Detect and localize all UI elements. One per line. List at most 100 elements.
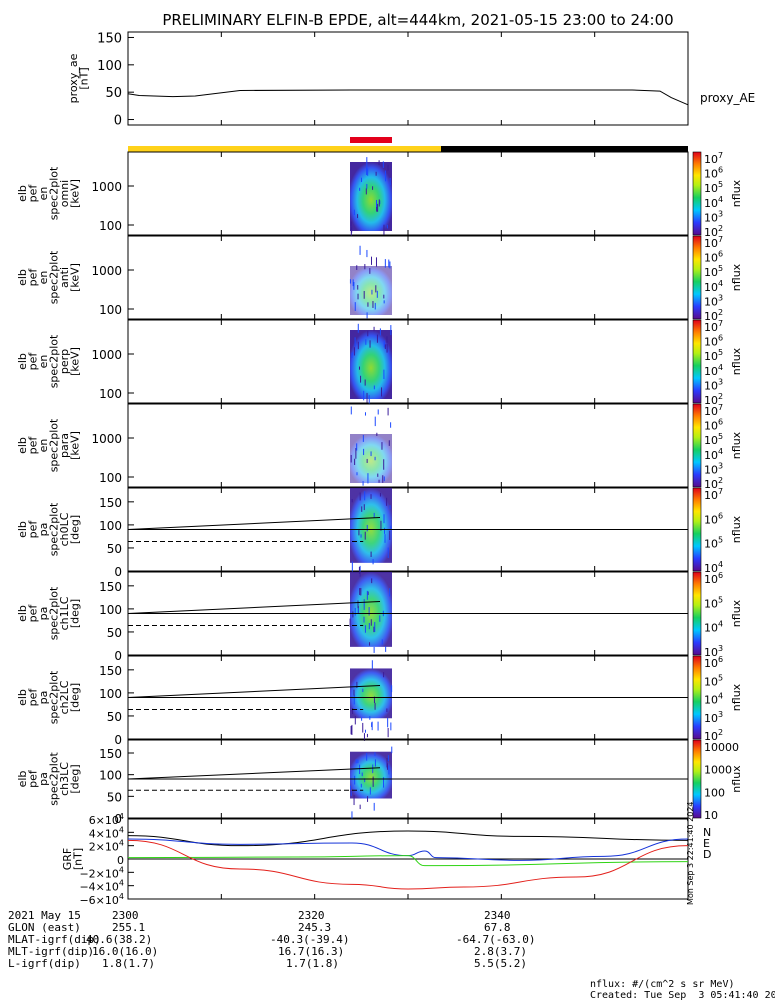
spectrogram-panel-frame <box>127 235 689 320</box>
colorbar-tick-label: 107 <box>704 487 723 502</box>
created-note: Created: Tue Sep 3 05:41:40 2024 <box>590 990 775 1001</box>
colorbar-label: nflux <box>730 765 743 793</box>
colorbar-tick-label: 104 <box>704 560 723 575</box>
colorbar-label-text: nflux <box>730 431 743 459</box>
y-tick-label: 100 <box>99 219 122 233</box>
spectrogram-data <box>350 571 392 647</box>
grf-d-line <box>127 839 689 890</box>
y-axis-label-line: pef <box>26 268 39 287</box>
colorbar-tick-label: 10 <box>704 809 718 822</box>
y-axis-label-line: pa <box>37 772 50 786</box>
y-tick-label: 100 <box>99 471 122 485</box>
footer-glon-3: 67.8 <box>484 921 511 934</box>
colorbar-tick-label: 106 <box>704 334 723 349</box>
y-tick-label: 1000 <box>91 180 122 194</box>
y-axis-label-line: spec2plot <box>47 586 60 640</box>
colorbar-label-text: nflux <box>730 599 743 627</box>
footer-mlat-1: 40.6(38.2) <box>86 933 153 946</box>
colorbar-tick-label: 1000 <box>704 764 732 777</box>
y-axis-label-line: elb <box>16 689 29 706</box>
grf-legend-e: E <box>703 837 710 850</box>
y-axis-label-line: pa <box>37 691 50 705</box>
y-axis-label-line: [deg] <box>68 683 81 712</box>
colorbar-tick-label: 106 <box>704 166 723 181</box>
y-axis-label-line: perp <box>58 349 71 374</box>
colorbar-tick-label: 103 <box>704 710 723 725</box>
colorbar-tick-label: 105 <box>704 673 723 688</box>
y-axis-label-line: elb <box>16 605 29 622</box>
colorbar-tick-label: 104 <box>704 363 723 378</box>
y-tick-label: 100 <box>99 519 122 533</box>
colorbar-tick-label: 107 <box>704 403 723 418</box>
y-axis-label-line: ch1LC <box>58 596 71 630</box>
colorbar-tick-label: 102 <box>704 476 723 491</box>
y-axis-label-line: spec2plot <box>47 334 60 388</box>
y-tick-label: 1000 <box>91 348 122 362</box>
spectrogram-data <box>350 266 392 315</box>
footer-row-label-l: L-igrf(dip) <box>8 957 81 970</box>
plot-title: PRELIMINARY ELFIN-B EPDE, alt=444km, 202… <box>162 11 673 29</box>
y-axis-label-line: spec2plot <box>47 670 60 724</box>
colorbar-tick-label: 103 <box>704 461 723 476</box>
colorbar-label: nflux <box>730 179 743 207</box>
y-axis-label-line: pef <box>26 520 39 539</box>
y-tick-label: 150 <box>99 747 122 761</box>
colorbar-tick-label: 10000 <box>704 741 739 754</box>
y-tick-label: 150 <box>99 496 122 510</box>
spectrogram-data <box>350 330 392 399</box>
colorbar-tick-label: 104 <box>704 692 723 707</box>
colorbar-label: nflux <box>730 599 743 627</box>
y-axis-label-line: omni <box>58 180 71 207</box>
y-axis-label-line: spec2plot <box>47 166 60 220</box>
colorbar <box>692 319 702 404</box>
y-axis-label-line: [deg] <box>68 764 81 793</box>
y-axis-label-line: [nT] <box>71 848 84 870</box>
colorbar-tick-label: 102 <box>704 308 723 323</box>
spectrogram-panel-frame <box>127 319 689 404</box>
y-tick-label: 50 <box>107 790 122 804</box>
y-tick-label: −2×104 <box>79 865 124 880</box>
y-axis-label-line: en <box>37 355 50 369</box>
y-tick-label: 1000 <box>91 264 122 278</box>
loss-cone-line <box>127 601 381 614</box>
y-tick-label: 150 <box>99 580 122 594</box>
units-note: nflux: #/(cm^2 s sr MeV) <box>590 979 735 990</box>
colorbar-label-text: nflux <box>730 765 743 793</box>
y-tick-label: 50 <box>105 86 122 101</box>
colorbar-tick-label: 103 <box>704 209 723 224</box>
footer-glon-2: 245.3 <box>298 921 332 934</box>
footer-date-label: 2021 May 15 <box>8 909 81 922</box>
y-tick-label: −4×104 <box>79 879 124 894</box>
spectrogram-data <box>350 487 392 563</box>
loss-cone-line <box>127 517 381 530</box>
colorbar-tick-label: 107 <box>704 151 723 166</box>
grf-legend-d: D <box>703 848 711 861</box>
colorbar-tick-label: 104 <box>704 195 723 210</box>
y-axis-label-line: elb <box>16 353 29 370</box>
y-axis-label-line: pef <box>26 436 39 455</box>
y-axis-label-line: pef <box>26 769 39 788</box>
y-axis-label-line: en <box>37 187 50 201</box>
colorbar <box>692 235 702 320</box>
footer-row-label-mlat: MLAT-igrf(dip) <box>8 933 101 946</box>
grf-e-line <box>127 855 689 867</box>
proxy-ae-line <box>127 89 689 106</box>
y-tick-label: 0 <box>114 565 122 579</box>
colorbar-label-text: nflux <box>730 515 743 543</box>
y-axis-label-line: ch0LC <box>58 512 71 546</box>
colorbar-label: nflux <box>730 683 743 711</box>
colorbar-tick-label: 107 <box>704 235 723 250</box>
colorbar <box>692 655 702 740</box>
grf-total-line <box>127 830 689 847</box>
y-tick-label: 4×104 <box>89 825 124 840</box>
y-tick-label: 100 <box>99 387 122 401</box>
y-axis-label-line: pef <box>26 184 39 203</box>
y-axis-label-line: en <box>37 439 50 453</box>
footer-mlat-2: -40.3(-39.4) <box>270 933 350 946</box>
colorbar-tick-label: 104 <box>704 279 723 294</box>
colorbar-tick-label: 102 <box>704 224 723 239</box>
colorbar-label: nflux <box>730 431 743 459</box>
y-tick-label: 100 <box>97 59 122 74</box>
